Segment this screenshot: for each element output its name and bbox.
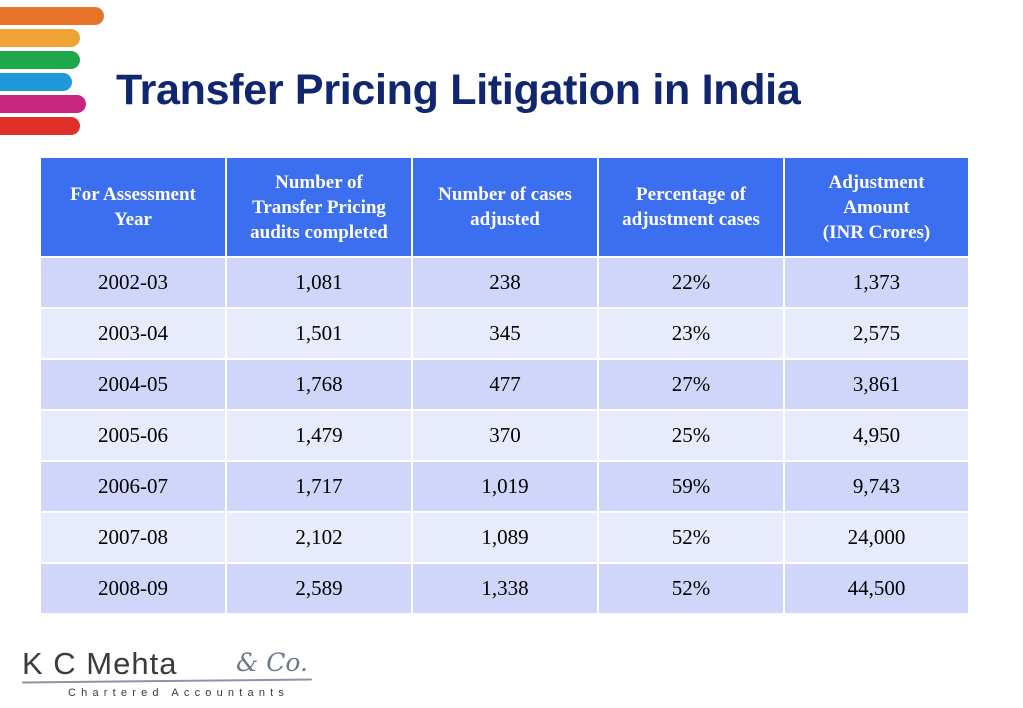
cell-audits: 1,081 <box>225 256 413 309</box>
header-line: Transfer Pricing <box>252 196 386 218</box>
cell-percentage: 23% <box>597 307 785 360</box>
stripe-green <box>0 51 80 69</box>
cell-year: 2004-05 <box>39 358 227 411</box>
cell-cases: 370 <box>411 409 599 462</box>
cell-year: 2002-03 <box>39 256 227 309</box>
cell-audits: 1,768 <box>225 358 413 411</box>
header-line: Adjustment <box>828 171 925 193</box>
cell-audits: 1,717 <box>225 460 413 513</box>
cell-year: 2005-06 <box>39 409 227 462</box>
cell-year: 2007-08 <box>39 511 227 564</box>
header-cases-adjusted: Number of cases adjusted <box>411 156 599 258</box>
table-row: 2006-07 1,717 1,019 59% 9,743 <box>39 460 970 513</box>
slide-title: Transfer Pricing Litigation in India <box>116 66 801 114</box>
cell-year: 2006-07 <box>39 460 227 513</box>
header-line: audits completed <box>250 221 388 243</box>
logo-name: K C Mehta <box>22 646 178 681</box>
table-row: 2003-04 1,501 345 23% 2,575 <box>39 307 970 360</box>
cell-amount: 2,575 <box>783 307 970 360</box>
cell-percentage: 22% <box>597 256 785 309</box>
table-row: 2007-08 2,102 1,089 52% 24,000 <box>39 511 970 564</box>
cell-audits: 1,501 <box>225 307 413 360</box>
cell-percentage: 25% <box>597 409 785 462</box>
cell-amount: 9,743 <box>783 460 970 513</box>
header-line: Number of <box>275 171 363 193</box>
cell-cases: 345 <box>411 307 599 360</box>
stripe-blue <box>0 73 72 91</box>
header-line: adjusted <box>470 209 540 230</box>
cell-amount: 4,950 <box>783 409 970 462</box>
company-logo: K C Mehta & Co. Chartered Accountants <box>21 646 322 702</box>
cell-amount: 1,373 <box>783 256 970 309</box>
cell-percentage: 52% <box>597 511 785 564</box>
header-line: Year <box>114 209 152 230</box>
stripe-magenta <box>0 95 86 113</box>
header-line: Number of cases <box>438 184 572 205</box>
cell-cases: 1,338 <box>411 562 599 615</box>
table-row: 2004-05 1,768 477 27% 3,861 <box>39 358 970 411</box>
cell-amount: 44,500 <box>783 562 970 615</box>
stripe-amber <box>0 29 80 47</box>
cell-audits: 2,589 <box>225 562 413 615</box>
logo-suffix: & Co. <box>236 648 308 677</box>
cell-percentage: 27% <box>597 358 785 411</box>
header-audits-completed: Number of Transfer Pricing audits comple… <box>225 156 413 258</box>
logo-tagline: Chartered Accountants <box>68 687 290 699</box>
cell-audits: 1,479 <box>225 409 413 462</box>
stripe-red <box>0 117 80 135</box>
table-row: 2002-03 1,081 238 22% 1,373 <box>39 256 970 309</box>
cell-year: 2003-04 <box>39 307 227 360</box>
cell-audits: 2,102 <box>225 511 413 564</box>
header-adjustment-amount: Adjustment Amount (INR Crores) <box>783 156 970 258</box>
cell-cases: 238 <box>411 256 599 309</box>
header-line: (INR Crores) <box>822 221 931 243</box>
header-line: For Assessment <box>70 184 196 205</box>
cell-percentage: 59% <box>597 460 785 513</box>
stripe-orange <box>0 7 104 25</box>
header-line: Percentage of <box>636 184 746 205</box>
table-row: 2008-09 2,589 1,338 52% 44,500 <box>39 562 970 615</box>
table-body: 2002-03 1,081 238 22% 1,373 2003-04 1,50… <box>39 256 970 615</box>
header-line: Amount <box>843 196 910 218</box>
cell-amount: 3,861 <box>783 358 970 411</box>
cell-cases: 1,089 <box>411 511 599 564</box>
header-percentage-adjustment: Percentage of adjustment cases <box>597 156 785 258</box>
header-assessment-year: For Assessment Year <box>39 156 227 258</box>
cell-cases: 477 <box>411 358 599 411</box>
litigation-table: For Assessment Year Number of Transfer P… <box>39 156 970 615</box>
header-line: adjustment cases <box>622 209 760 230</box>
table-header-row: For Assessment Year Number of Transfer P… <box>39 156 970 258</box>
cell-year: 2008-09 <box>39 562 227 615</box>
table-row: 2005-06 1,479 370 25% 4,950 <box>39 409 970 462</box>
cell-percentage: 52% <box>597 562 785 615</box>
cell-amount: 24,000 <box>783 511 970 564</box>
cell-cases: 1,019 <box>411 460 599 513</box>
